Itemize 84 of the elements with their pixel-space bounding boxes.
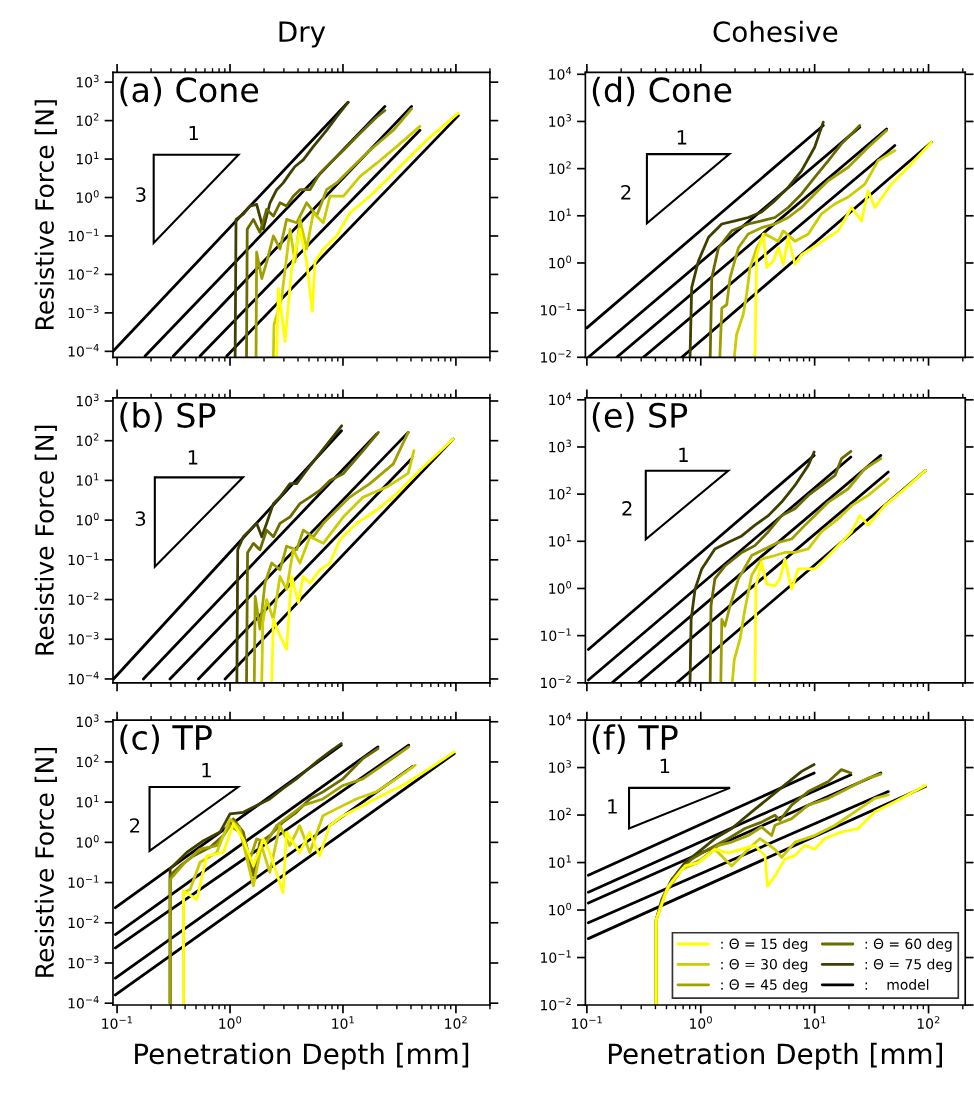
annotation: 2: [130, 818, 140, 833]
annotation: 2: [621, 184, 631, 200]
y-axis-title: Resistive Force [N]: [34, 748, 57, 977]
y-tick-label: 10$^{4}$: [549, 392, 572, 406]
y-tick-label: 10$^{0}$: [549, 255, 572, 269]
annotation: 1: [202, 763, 211, 778]
x-tick-label: 10$^{−1}$: [102, 1016, 132, 1029]
y-tick-label: 10$^{2}$: [76, 433, 99, 447]
annotation: 1: [608, 799, 617, 814]
x-tick-label: 10$^{1}$: [332, 1016, 354, 1029]
y-tick-label: 10$^{−2}$: [68, 915, 99, 929]
y-tick-label: 10$^{−2}$: [68, 267, 99, 280]
annotation: 1: [660, 758, 670, 774]
x-tick-label: 10$^{2}$: [445, 1016, 467, 1029]
annotation: 1: [188, 450, 198, 465]
y-tick-label: 10$^{−3}$: [68, 955, 99, 969]
y-tick-label: 10$^{3}$: [549, 760, 571, 773]
y-tick-label: 10$^{4}$: [549, 67, 572, 80]
y-tick-label: 10$^{−1}$: [541, 628, 571, 642]
y-tick-label: 10$^{−2}$: [541, 675, 571, 689]
y-tick-label: 10$^{0}$: [549, 581, 572, 594]
annotation: 3: [135, 511, 146, 527]
annotation: 1: [677, 130, 687, 145]
y-tick-label: 10$^{−2}$: [541, 349, 571, 363]
y-tick-label: 10$^{−3}$: [68, 305, 99, 319]
y-tick-label: 10$^{3}$: [549, 439, 571, 453]
x-axis-title: Penetration Depth [mm]: [608, 1042, 942, 1070]
y-tick-label: 10$^{1}$: [76, 151, 99, 165]
y-tick-label: 10$^{−4}$: [68, 995, 99, 1009]
annotation: (c) TP: [120, 724, 212, 755]
y-tick-label: 10$^{−4}$: [68, 344, 99, 357]
legend-label: : Θ = 60 deg: [865, 938, 952, 952]
y-tick-label: 10$^{1}$: [549, 534, 571, 547]
y-tick-label: 10$^{2}$: [76, 113, 99, 126]
y-tick-label: 10$^{−1}$: [541, 302, 571, 316]
y-tick-label: 10$^{2}$: [76, 754, 99, 768]
legend-label: : Θ = 75 deg: [865, 958, 952, 973]
x-axis-title: Penetration Depth [mm]: [135, 1042, 469, 1070]
y-tick-label: 10$^{2}$: [549, 486, 571, 500]
y-tick-label: 10$^{2}$: [549, 161, 571, 174]
y-tick-label: 10$^{−1}$: [68, 552, 99, 566]
legend-label: : Θ = 45 deg: [721, 979, 808, 993]
annotation: (f) TP: [592, 724, 678, 755]
y-tick-label: 10$^{−3}$: [68, 631, 99, 645]
annotation: (e) SP: [592, 402, 688, 432]
x-tick-label: 10$^{0}$: [690, 1016, 712, 1029]
x-tick-label: 10$^{1}$: [803, 1016, 826, 1029]
annotation: 1: [189, 125, 199, 141]
y-tick-label: 10$^{1}$: [76, 794, 99, 808]
y-tick-label: 10$^{3}$: [76, 393, 99, 407]
legend-label: : Θ = 15 deg: [721, 938, 808, 952]
y-tick-label: 10$^{−2}$: [541, 997, 571, 1011]
y-tick-label: 10$^{−1}$: [68, 875, 99, 888]
y-tick-label: 10$^{0}$: [76, 512, 99, 526]
x-tick-label: 10$^{0}$: [219, 1016, 242, 1029]
chart-title: Dry: [279, 21, 326, 48]
chart-title: Cohesive: [713, 20, 838, 43]
annotation: (b) SP: [120, 402, 216, 432]
y-tick-label: 10$^{0}$: [549, 902, 572, 916]
y-axis-title: Resistive Force [N]: [34, 425, 57, 655]
y-tick-label: 10$^{2}$: [549, 807, 571, 821]
legend-label: : model: [865, 979, 929, 990]
y-tick-label: 10$^{−1}$: [68, 228, 99, 242]
y-tick-label: 10$^{3}$: [76, 714, 99, 728]
y-tick-label: 10$^{−1}$: [541, 950, 571, 963]
y-tick-label: 10$^{3}$: [549, 114, 571, 127]
annotation: (d) Cone: [592, 76, 732, 107]
annotation: 3: [136, 187, 146, 202]
annotation: (a) Cone: [120, 76, 259, 107]
x-tick-label: 10$^{−1}$: [572, 1016, 602, 1029]
annotation: 1: [679, 447, 688, 462]
annotation: 2: [622, 501, 632, 516]
y-tick-label: 10$^{1}$: [549, 855, 571, 868]
y-tick-label: 10$^{1}$: [76, 473, 99, 486]
legend-label: : Θ = 30 deg: [721, 958, 808, 973]
y-tick-label: 10$^{0}$: [76, 190, 99, 203]
y-tick-label: 10$^{3}$: [76, 74, 99, 88]
y-tick-label: 10$^{−4}$: [68, 671, 99, 685]
y-tick-label: 10$^{4}$: [549, 712, 572, 726]
y-tick-label: 10$^{−2}$: [68, 592, 99, 605]
x-tick-label: 10$^{2}$: [917, 1016, 940, 1029]
y-tick-label: 10$^{0}$: [76, 835, 99, 848]
y-tick-label: 10$^{1}$: [549, 208, 571, 222]
y-axis-title: Resistive Force [N]: [34, 100, 57, 329]
